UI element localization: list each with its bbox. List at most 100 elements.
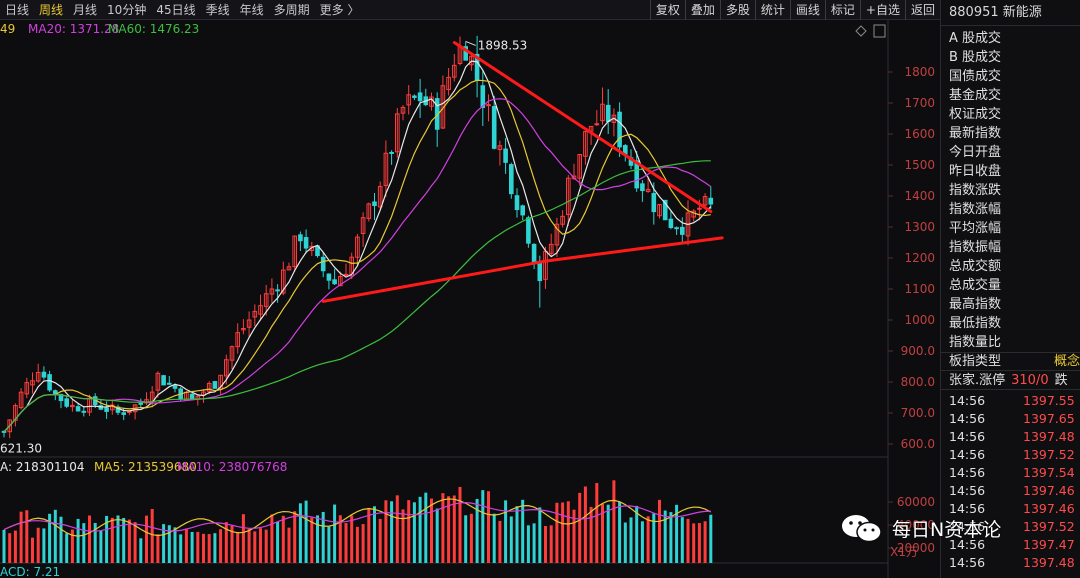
candle-body: [355, 236, 360, 258]
volume-bar: [196, 531, 200, 563]
candle-body: [81, 410, 87, 413]
volume-bar: [264, 529, 268, 563]
volume-bar: [219, 529, 223, 563]
candle-body: [583, 130, 588, 157]
volume-bar: [538, 507, 542, 563]
resistance-trendline: [452, 41, 713, 213]
period-tab[interactable]: 季线: [205, 3, 230, 17]
volume-bar: [509, 516, 513, 563]
period-tab[interactable]: 10分钟: [107, 3, 147, 17]
candle-body: [395, 113, 400, 153]
tick-time: 14:56: [949, 537, 986, 552]
tool-button[interactable]: 画线: [789, 0, 825, 20]
candle-body: [53, 390, 58, 395]
volume-bar: [344, 523, 348, 563]
period-tabs: 日线 周线 月线 10分钟 45日线 季线 年线 多周期 更多 〉: [0, 0, 364, 20]
candle-body: [617, 111, 622, 148]
volume-bar: [578, 492, 582, 563]
tick-price: 1397.54: [1023, 465, 1075, 480]
tick-row: 14:56 1397.46: [941, 500, 1080, 518]
y-axis-label: 1600: [904, 127, 935, 141]
period-tab[interactable]: 日线: [5, 3, 30, 17]
tick-price: 1397.46: [1023, 483, 1075, 498]
candle-body: [645, 188, 651, 192]
candle-body: [286, 266, 292, 271]
info-row-label: 指数涨幅: [949, 202, 1002, 217]
period-tab[interactable]: 周线: [39, 3, 64, 17]
candle-body: [349, 256, 354, 277]
candle-body: [252, 310, 258, 318]
tool-button[interactable]: +自选: [859, 0, 905, 20]
vol-axis-label: 40000: [897, 518, 935, 532]
tool-button[interactable]: 叠加: [684, 0, 720, 20]
info-row-label: 国债成交: [949, 69, 1002, 84]
volume-bar: [304, 500, 308, 563]
vol-unit-label: X1万: [890, 545, 918, 559]
candle-body: [360, 217, 366, 234]
period-tab[interactable]: 月线: [73, 3, 98, 17]
volume-bar: [316, 515, 319, 563]
tool-button[interactable]: 多股: [719, 0, 755, 20]
tool-button[interactable]: 复权: [649, 0, 685, 20]
ma5-line: [3, 60, 712, 433]
volume-bar: [640, 521, 644, 563]
volume-bar: [122, 517, 126, 563]
volume-bar: [110, 517, 114, 563]
candle-body: [58, 393, 64, 402]
ma60-legend: MA60: 1476.23: [108, 22, 199, 36]
volume-bar: [435, 508, 439, 563]
candle-body: [491, 106, 497, 149]
candle-body: [332, 279, 337, 285]
candle-body: [167, 382, 172, 385]
tool-button[interactable]: 统计: [754, 0, 790, 20]
candle-body: [452, 64, 457, 78]
tool-buttons: 复权 叠加 多股 统计 画线 标记 +自选 返回: [649, 0, 940, 20]
volume-bar: [327, 526, 331, 563]
period-tab[interactable]: 45日线: [156, 3, 196, 17]
sector-type-label: 板指类型: [949, 354, 1002, 369]
tick-list: 14:56 1397.55 14:56 1397.65 14:56 1397.48 14:5…: [941, 390, 1080, 572]
candle-body: [389, 151, 394, 154]
period-tab[interactable]: 多周期: [273, 3, 310, 17]
volume-bar: [549, 525, 553, 563]
volume-bar: [412, 502, 416, 563]
tick-price: 1397.52: [1023, 519, 1075, 534]
volume-bar: [190, 531, 194, 563]
volume-bar: [395, 495, 399, 563]
info-row-label: 平均涨幅: [949, 221, 1002, 236]
candle-body: [172, 385, 178, 389]
candle-body: [138, 402, 144, 405]
sector-type-tag[interactable]: 概念: [1053, 354, 1080, 369]
candle-body: [263, 293, 269, 307]
candle-body: [406, 94, 411, 106]
y-axis-label: 1400: [904, 189, 935, 203]
volume-bar: [150, 509, 154, 563]
tick-row: 14:56 1397.48: [941, 428, 1080, 446]
period-tab[interactable]: 年线: [239, 3, 264, 17]
volume-bar: [618, 501, 622, 563]
volume-bar: [498, 520, 502, 563]
kline-chart[interactable]: 1800 1700 1600 1500 1400 1300 1200 1100 1000 900.…: [0, 20, 940, 578]
volume-ma5-line: [3, 498, 712, 537]
volume-bar: [281, 515, 285, 563]
volume-bar: [464, 515, 468, 563]
candle-body: [509, 164, 514, 195]
volume-bar: [555, 502, 559, 563]
volume-bar: [202, 533, 205, 563]
volume-bar: [173, 527, 177, 563]
info-row-label: 指数涨跌: [949, 183, 1002, 198]
candle-body: [560, 215, 565, 225]
candle-body: [412, 95, 417, 98]
info-row-label: 指数振幅: [949, 240, 1002, 255]
volume-bar: [162, 524, 166, 563]
period-tab[interactable]: 更多 〉: [319, 3, 360, 17]
volume-bar: [709, 514, 713, 563]
volume-bar: [595, 483, 599, 563]
tick-price: 1397.46: [1023, 501, 1075, 516]
tool-button[interactable]: 返回: [904, 0, 940, 20]
sector-type-row[interactable]: 板指类型 概念: [941, 352, 1080, 370]
candle-body: [680, 226, 685, 235]
candle-body: [292, 235, 297, 268]
high-marker: [465, 41, 476, 46]
tool-button[interactable]: 标记: [824, 0, 860, 20]
